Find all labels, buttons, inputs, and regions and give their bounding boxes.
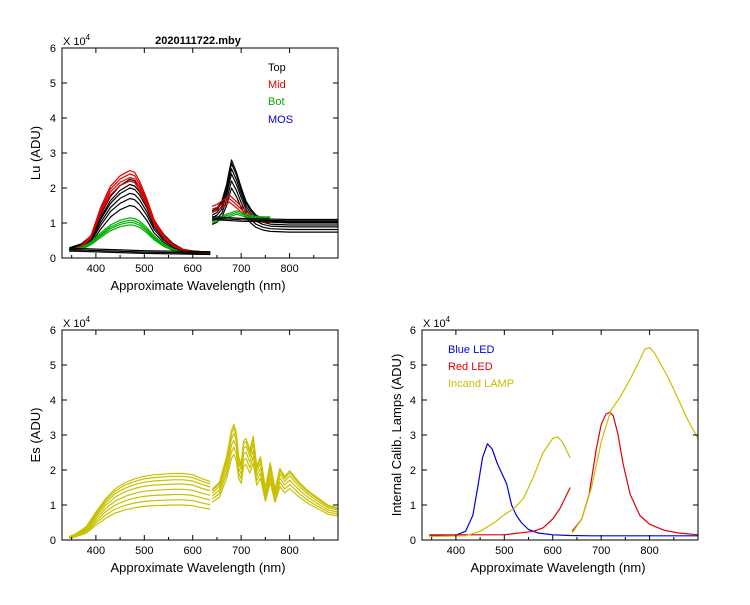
es-panel: X 104 Approximate Wavelength (nm) Es (AD… [28,315,339,575]
lu-dark-line-seg1-0 [212,218,338,223]
es-series-es-seg1-curve4 [211,427,338,510]
calib-xtick-label-800: 800 [640,545,658,557]
lu-xlabel: Approximate Wavelength (nm) [110,278,285,293]
calib-series-red-led-seg1-curve0 [571,411,698,536]
calib-panel: X 104 Approximate Wavelength (nm) Intern… [389,315,699,575]
es-series-es-seg0-curve4 [69,483,211,538]
es-ytick-label-0: 0 [50,535,56,547]
lu-series-group [69,159,338,256]
calib-ytick-label-5: 5 [410,360,416,372]
calib-legend: Blue LED Red LED Incand LAMP [448,344,514,390]
es-series-es-seg1-curve3 [211,432,338,511]
calib-ytick-label-3: 3 [410,430,416,442]
calib-series-group [429,346,698,538]
lu-xtick-label-700: 700 [232,263,250,275]
lu-legend-top: Top [268,62,286,74]
lu-plot-area: 400 500 600 700 800 0 1 2 3 4 5 6 [50,43,339,275]
calib-ytick-label-6: 6 [410,325,416,337]
lu-legend-mid: Mid [268,79,286,91]
es-series-es-seg1-curve5 [211,423,338,509]
es-ytick-label-5: 5 [50,360,56,372]
lu-legend: Top Mid Bot MOS [268,62,293,126]
calib-series-incand-lamp-seg1-curve0 [571,346,698,534]
es-xtick-label-800: 800 [280,545,298,557]
calib-series-blue-led-seg0-curve0 [429,443,698,537]
es-xtick-label-500: 500 [135,545,153,557]
es-series-es-seg1-curve1 [211,446,338,515]
es-plot-area: 400 500 600 700 800 0 1 2 3 4 5 6 [50,325,339,557]
es-multiplier: X 104 [63,315,91,330]
lu-dark-line-seg1-1 [212,217,338,222]
lu-ylabel: Lu (ADU) [28,126,43,180]
lu-dark-line-seg1-2 [212,216,338,221]
es-series-group [69,423,338,539]
es-series-es-seg0-curve5 [69,479,211,538]
es-series-es-seg0-curve3 [69,488,211,539]
es-series-es-seg0-curve2 [69,493,211,539]
calib-xtick-label-400: 400 [447,545,465,557]
es-ytick-label-2: 2 [50,465,56,477]
es-series-es-seg0-curve0 [69,504,211,539]
es-xtick-label-400: 400 [87,545,105,557]
lu-multiplier: X 104 [63,33,91,48]
es-xtick-label-700: 700 [232,545,250,557]
lu-ytick-label-5: 5 [50,78,56,90]
es-series-es-seg0-curve7 [69,472,211,538]
calib-legend-red-led: Red LED [448,361,493,373]
calib-ytick-label-4: 4 [410,395,416,407]
calib-legend-blue-led: Blue LED [448,344,495,356]
lu-xtick-label-600: 600 [184,263,202,275]
lu-legend-bot: Bot [268,96,285,108]
es-ytick-label-1: 1 [50,500,56,512]
lu-ytick-label-4: 4 [50,113,56,125]
calib-multiplier: X 104 [423,315,451,330]
lu-xtick-label-800: 800 [280,263,298,275]
calib-xlabel: Approximate Wavelength (nm) [470,560,645,575]
lu-series-top-seg1-curve0 [211,187,338,233]
calib-ylabel: Internal Calib. Lamps (ADU) [389,354,404,517]
es-xtick-label-600: 600 [184,545,202,557]
lu-series-top-seg1-curve1 [211,180,338,231]
lu-ytick-label-0: 0 [50,253,56,265]
calib-legend-incand-lamp: Incand LAMP [448,378,514,390]
es-ytick-label-4: 4 [50,395,56,407]
calib-ytick-label-1: 1 [410,500,416,512]
lu-ytick-label-3: 3 [50,148,56,160]
lu-ytick-label-6: 6 [50,43,56,55]
calib-ytick-label-0: 0 [410,535,416,547]
lu-ytick-label-1: 1 [50,218,56,230]
es-series-es-seg0-curve1 [69,499,211,539]
calib-plot-area: 400 500 600 700 800 0 1 2 3 4 5 6 [410,325,699,557]
lu-title: 2020111722.mby [155,35,242,47]
lu-series-mid-seg0-curve3 [69,169,211,253]
es-series-es-seg1-curve2 [211,439,338,513]
lu-xtick-label-500: 500 [135,263,153,275]
calib-xtick-label-600: 600 [544,545,562,557]
calib-xtick-label-500: 500 [495,545,513,557]
lu-panel: 2020111722.mby X 104 Approximate Wavelen… [28,33,339,293]
lu-dark-line-seg0-2 [69,247,211,253]
es-series-es-seg1-curve0 [211,453,338,517]
calib-xtick-label-700: 700 [592,545,610,557]
lu-dark-line-seg0-1 [69,249,211,254]
lu-legend-mos: MOS [268,114,293,126]
calib-ytick-label-2: 2 [410,465,416,477]
lu-ytick-label-2: 2 [50,183,56,195]
es-ytick-label-6: 6 [50,325,56,337]
es-xlabel: Approximate Wavelength (nm) [110,560,285,575]
calib-series-red-led-seg0-curve0 [429,487,571,536]
es-ytick-label-3: 3 [50,430,56,442]
es-ylabel: Es (ADU) [28,408,43,463]
calib-series-incand-lamp-seg0-curve0 [429,436,571,538]
lu-xtick-label-400: 400 [87,263,105,275]
